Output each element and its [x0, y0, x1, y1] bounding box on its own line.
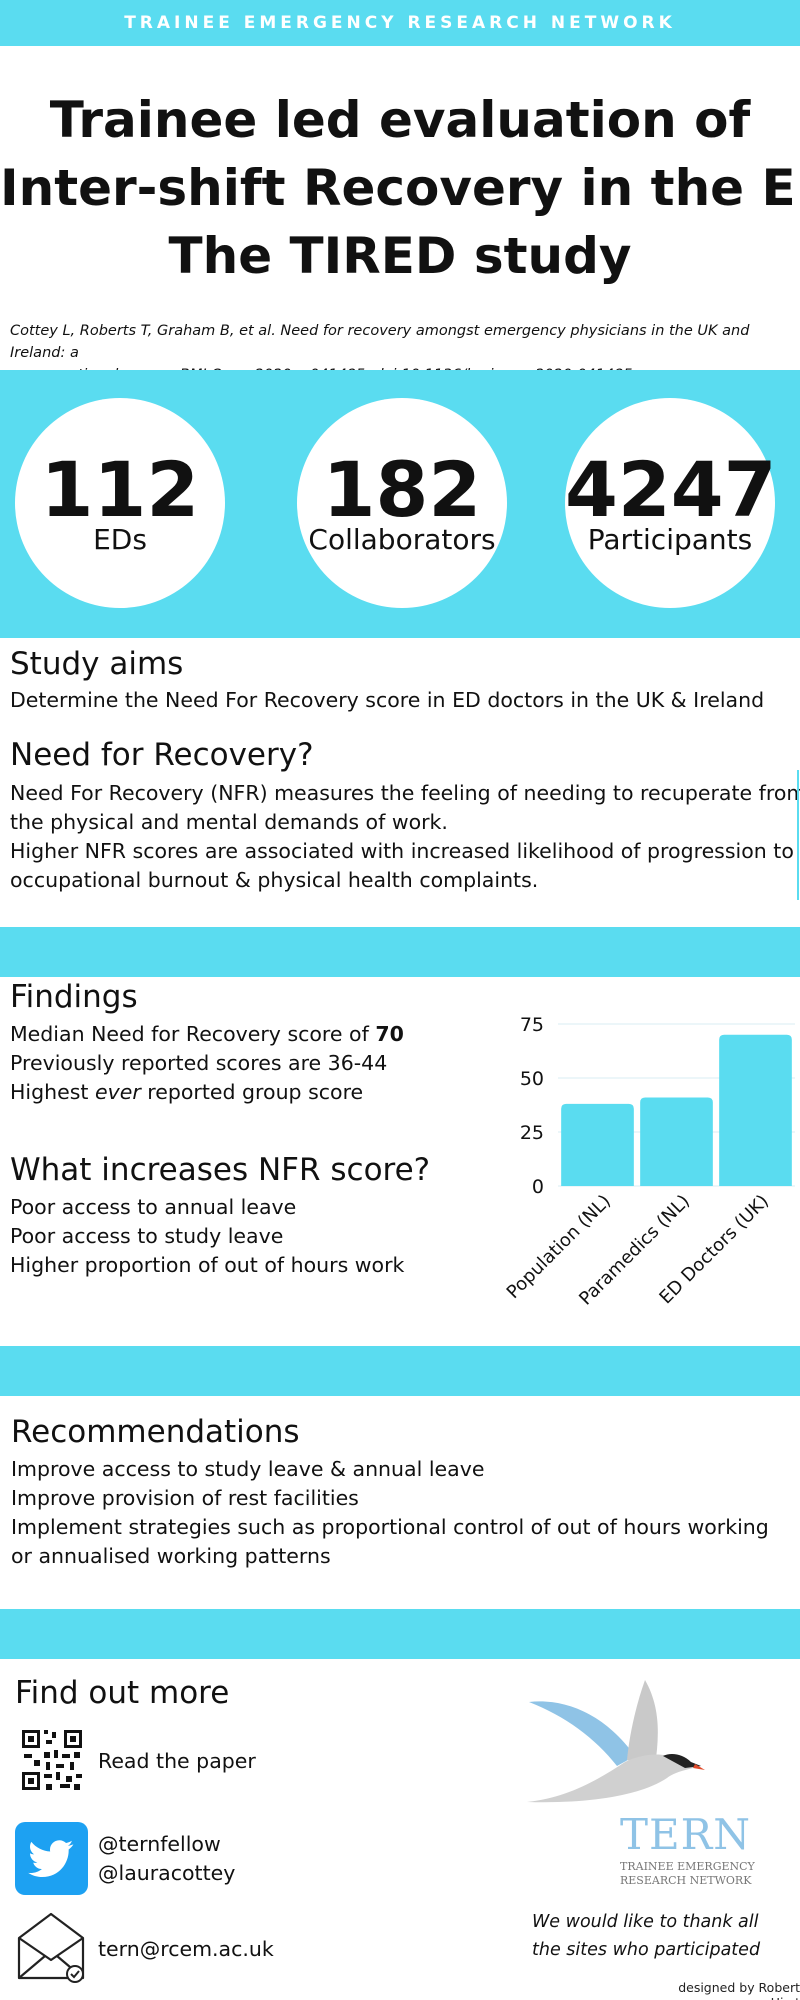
- tern-bird-icon: [527, 1680, 705, 1803]
- title-line-2: Inter-shift Recovery in the ED: [0, 159, 800, 217]
- thanks-note: We would like to thank all the sites who…: [532, 1908, 760, 1964]
- chart-y-tick-label: 50: [520, 1068, 544, 1090]
- chart-bar: [719, 1034, 792, 1186]
- recommendation-item: Improve access to study leave & annual l…: [11, 1457, 485, 1481]
- title-line-1: Trainee led evaluation of: [49, 91, 751, 149]
- chart-y-tick-label: 0: [532, 1176, 544, 1198]
- recommendations-heading: Recommendations: [11, 1414, 300, 1450]
- nfr-heading: Need for Recovery?: [10, 737, 314, 773]
- page-title: Trainee led evaluation of Inter-shift Re…: [0, 86, 800, 290]
- chart-y-tick-label: 25: [520, 1122, 544, 1144]
- chart-bar: [561, 1103, 634, 1186]
- findings-heading: Findings: [10, 979, 138, 1015]
- increases-item: Poor access to annual leave: [10, 1195, 297, 1219]
- increases-item: Higher proportion of out of hours work: [10, 1253, 405, 1277]
- recommendation-item: Improve provision of rest facilities: [11, 1486, 359, 1510]
- find-out-more-heading: Find out more: [15, 1675, 230, 1711]
- findings-highest: Highest ever reported group score: [10, 1078, 363, 1107]
- stat-participants: 4247 Participants: [565, 398, 777, 608]
- email-link[interactable]: tern@rcem.ac.uk: [98, 1937, 274, 1961]
- twitter-handle-lauracottey[interactable]: @lauracottey: [98, 1861, 236, 1885]
- recommendation-item: or annualised working patterns: [11, 1544, 331, 1568]
- stat-value: 112: [40, 445, 200, 534]
- stat-collaborators: 182 Collaborators: [297, 398, 507, 608]
- header-band: TRAINEE EMERGENCY RESEARCH NETWORK: [0, 0, 800, 46]
- increases-heading: What increases NFR score?: [10, 1152, 431, 1188]
- designer-credit: designed by Robert Hirst: [678, 1980, 800, 2000]
- findings-previous: Previously reported scores are 36-44: [10, 1051, 388, 1075]
- read-the-paper-link[interactable]: Read the paper: [98, 1749, 256, 1773]
- findings-highest-b: reported group score: [140, 1080, 364, 1104]
- nfr-line: occupational burnout & physical health c…: [10, 868, 539, 892]
- tern-logo-name: TERN: [620, 1810, 752, 1859]
- twitter-icon[interactable]: [15, 1822, 88, 1895]
- stat-label: EDs: [93, 523, 147, 556]
- findings-median: Median Need for Recovery score of 70: [10, 1020, 404, 1049]
- org-name: TRAINEE EMERGENCY RESEARCH NETWORK: [124, 13, 676, 33]
- findings-median-text: Median Need for Recovery score of: [10, 1022, 376, 1046]
- increases-list: Poor access to annual leave Poor access …: [10, 1193, 404, 1280]
- envelope-icon[interactable]: [15, 1910, 87, 1986]
- divider-band: [0, 927, 800, 977]
- nfr-line: Need For Recovery (NFR) measures the fee…: [10, 781, 800, 805]
- tern-logo-subtitle: TRAINEE EMERGENCY RESEARCH NETWORK: [620, 1860, 770, 1888]
- findings-median-value: 70: [375, 1022, 404, 1046]
- stat-eds: 112 EDs: [15, 398, 225, 608]
- stat-value: 4247: [565, 445, 777, 534]
- aims-heading: Study aims: [10, 646, 184, 682]
- nfr-line: Higher NFR scores are associated with in…: [10, 839, 794, 863]
- stat-label: Collaborators: [308, 523, 496, 556]
- qr-code-icon[interactable]: [20, 1728, 84, 1792]
- stat-label: Participants: [587, 523, 753, 556]
- thanks-line-2: the sites who participated: [532, 1940, 761, 1960]
- thanks-line-1: We would like to thank all: [532, 1912, 759, 1932]
- divider-band: [0, 1346, 800, 1396]
- divider-band: [0, 1609, 800, 1659]
- findings-highest-a: Highest: [10, 1080, 95, 1104]
- tern-logo-sub-1: TRAINEE EMERGENCY: [620, 1860, 755, 1873]
- increases-item: Poor access to study leave: [10, 1224, 284, 1248]
- section-divider: [797, 770, 799, 900]
- recommendations-list: Improve access to study leave & annual l…: [11, 1455, 769, 1571]
- twitter-bird-icon: [28, 1840, 74, 1877]
- citation-line-1: Cottey L, Roberts T, Graham B, et al. Ne…: [10, 323, 750, 361]
- tern-logo-sub-2: RESEARCH NETWORK: [620, 1874, 752, 1887]
- findings-highest-em: ever: [94, 1080, 141, 1104]
- chart-y-tick-label: 75: [520, 1014, 544, 1036]
- nfr-text: Need For Recovery (NFR) measures the fee…: [10, 779, 800, 895]
- aims-text: Determine the Need For Recovery score in…: [10, 688, 765, 712]
- chart-bar: [640, 1097, 713, 1186]
- title-line-3: The TIRED study: [168, 227, 632, 285]
- stat-value: 182: [322, 445, 482, 534]
- nfr-line: the physical and mental demands of work.: [10, 810, 448, 834]
- recommendation-item: Implement strategies such as proportiona…: [11, 1515, 769, 1539]
- twitter-handle-ternfellow[interactable]: @ternfellow: [98, 1832, 221, 1856]
